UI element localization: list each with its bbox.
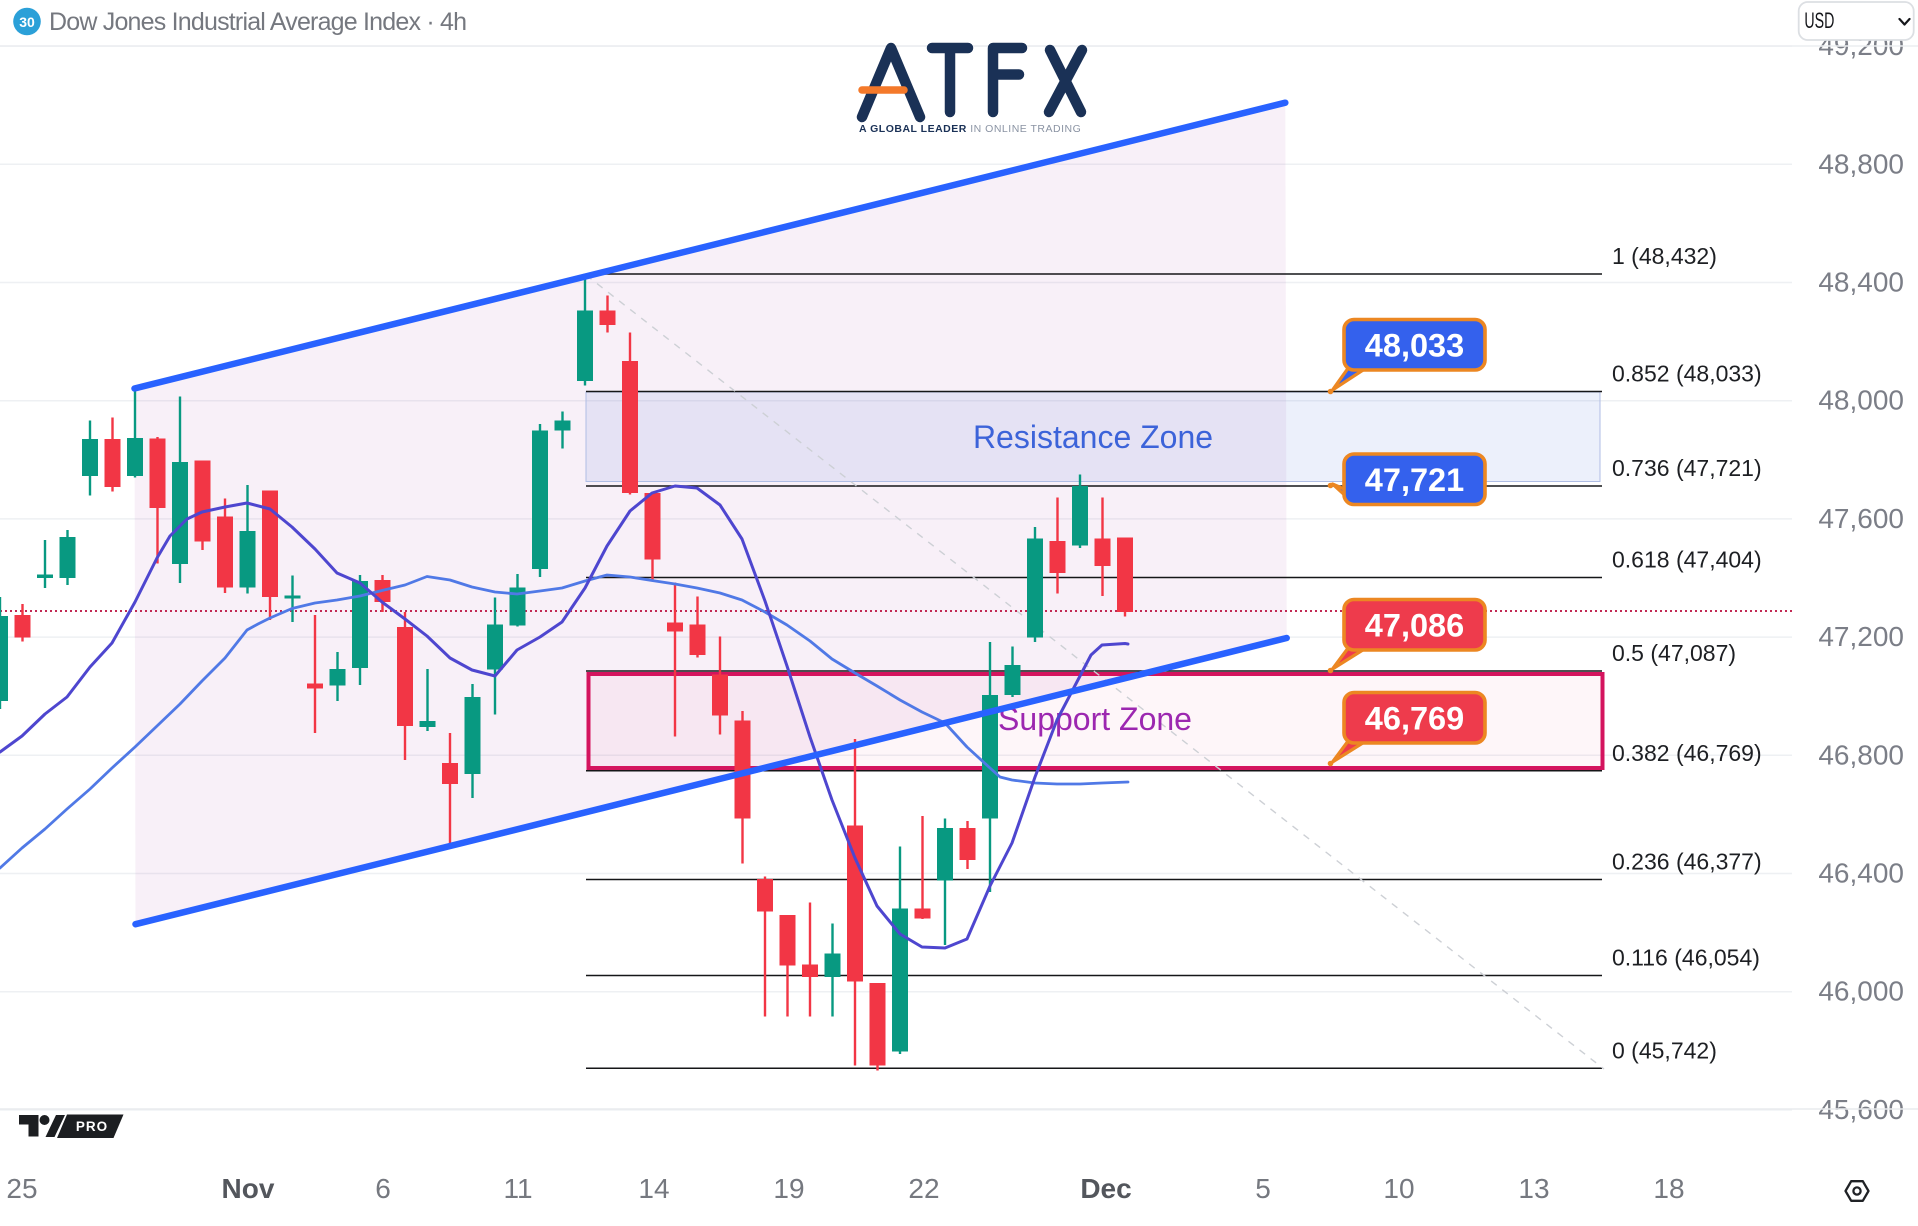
svg-text:0.736 (47,721): 0.736 (47,721) [1612,455,1762,481]
svg-text:Nov: Nov [222,1173,275,1204]
svg-text:A GLOBAL LEADER IN ONLINE TRAD: A GLOBAL LEADER IN ONLINE TRADING [859,123,1081,135]
svg-text:25: 25 [6,1173,37,1204]
svg-text:0.382 (46,769): 0.382 (46,769) [1612,740,1762,766]
svg-text:0.116 (46,054): 0.116 (46,054) [1612,945,1760,971]
svg-text:46,400: 46,400 [1818,858,1904,889]
svg-text:1 (48,432): 1 (48,432) [1612,243,1717,269]
svg-text:22: 22 [908,1173,939,1204]
svg-text:Dec: Dec [1080,1173,1131,1204]
svg-text:0.5 (47,087): 0.5 (47,087) [1612,640,1736,666]
svg-text:Dow Jones Industrial Average I: Dow Jones Industrial Average Index · 4h [49,8,466,36]
svg-text:0.236 (46,377): 0.236 (46,377) [1612,849,1762,875]
svg-text:18: 18 [1653,1173,1684,1204]
svg-text:19: 19 [773,1173,804,1204]
svg-text:Resistance Zone: Resistance Zone [973,419,1213,455]
svg-text:10: 10 [1383,1173,1414,1204]
svg-text:14: 14 [638,1173,669,1204]
svg-text:Support Zone: Support Zone [998,701,1192,737]
svg-text:13: 13 [1518,1173,1549,1204]
svg-text:11: 11 [503,1173,532,1204]
svg-text:30: 30 [19,14,35,30]
svg-text:0.852 (48,033): 0.852 (48,033) [1612,361,1762,387]
svg-text:48,400: 48,400 [1818,267,1904,298]
svg-text:46,000: 46,000 [1818,976,1904,1007]
svg-text:0 (45,742): 0 (45,742) [1612,1037,1717,1063]
svg-text:47,200: 47,200 [1818,621,1904,652]
svg-text:48,000: 48,000 [1818,385,1904,416]
svg-text:6: 6 [375,1173,391,1204]
svg-text:5: 5 [1255,1173,1271,1204]
svg-text:46,800: 46,800 [1818,739,1904,770]
svg-text:46,769: 46,769 [1365,701,1464,737]
svg-text:PRO: PRO [76,1119,108,1134]
svg-text:0.618 (47,404): 0.618 (47,404) [1612,547,1762,573]
svg-text:48,800: 48,800 [1818,148,1904,179]
svg-text:48,033: 48,033 [1365,328,1464,364]
svg-text:USD: USD [1804,8,1834,33]
svg-text:47,600: 47,600 [1818,503,1904,534]
svg-text:47,086: 47,086 [1365,608,1464,644]
svg-text:47,721: 47,721 [1365,462,1464,498]
